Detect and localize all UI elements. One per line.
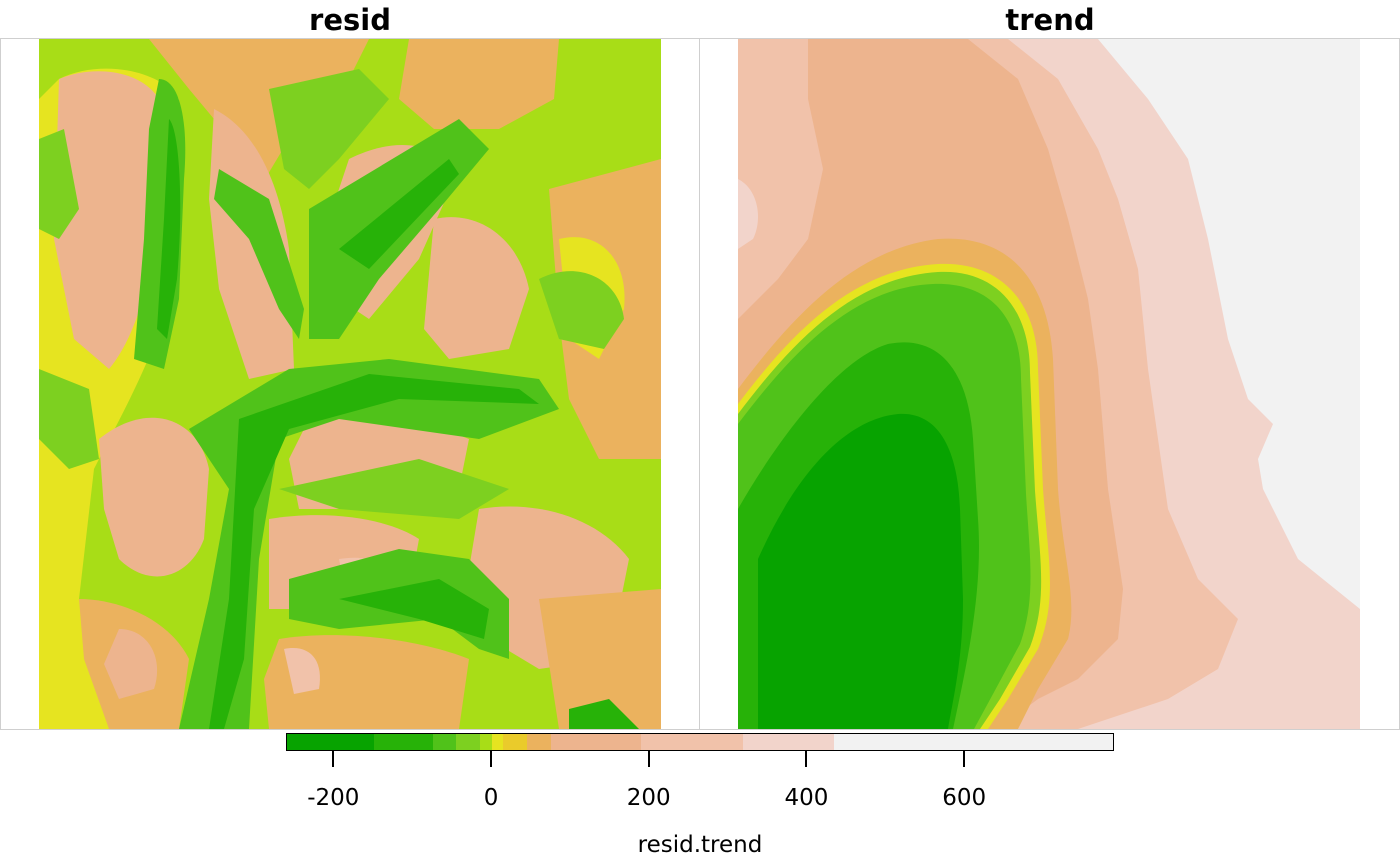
panel-title-trend: trend (1005, 3, 1095, 37)
colorbar (286, 733, 1114, 751)
colorbar-tick (490, 751, 493, 767)
colorbar-segment (456, 734, 480, 750)
colorbar-segment (640, 734, 744, 750)
colorbar-segment (743, 734, 834, 750)
resid-map-panel (0, 38, 700, 730)
colorbar-segment (287, 734, 374, 750)
colorbar-segment (503, 734, 527, 750)
colorbar-tick (647, 751, 650, 767)
colorbar-tick-label: 400 (784, 785, 829, 811)
colorbar-segment (550, 734, 641, 750)
colorbar-segment (833, 734, 964, 750)
colorbar-tick-label: 600 (942, 785, 987, 811)
colorbar-tick (805, 751, 808, 767)
colorbar-tick (963, 751, 966, 767)
trend-map-panel (700, 38, 1400, 730)
colorbar-tick-label: -200 (307, 785, 360, 811)
colorbar-segment (432, 734, 457, 750)
colorbar-segment (373, 734, 433, 750)
colorbar-tick (332, 751, 335, 767)
colorbar-segment (491, 734, 504, 750)
colorbar-tick-label: 0 (483, 785, 499, 811)
colorbar-segment (479, 734, 492, 750)
panel-title-resid: resid (309, 3, 391, 37)
legend-title: resid.trend (637, 832, 763, 858)
colorbar-segment (526, 734, 551, 750)
colorbar-tick-label: 200 (626, 785, 671, 811)
colorbar-segment (963, 734, 1113, 750)
resid-raster-map (39, 39, 661, 729)
trend-raster-map (738, 39, 1360, 729)
